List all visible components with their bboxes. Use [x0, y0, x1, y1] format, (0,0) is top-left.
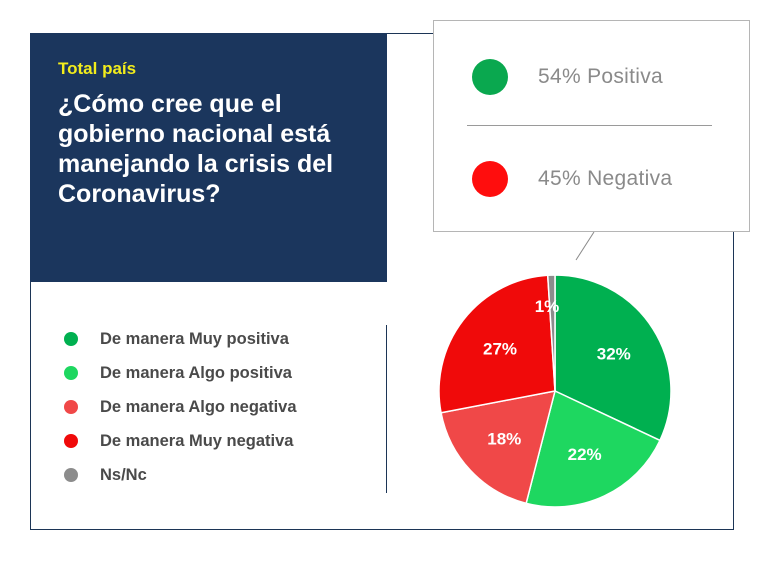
legend-label: De manera Muy positiva [100, 329, 289, 348]
pie-slice [525, 389, 661, 508]
legend-item: De manera Muy negativa [64, 424, 297, 458]
legend-item: De manera Algo negativa [64, 390, 297, 424]
legend-divider [386, 325, 387, 493]
pie-slice [440, 390, 557, 505]
legend-swatch-icon [64, 434, 78, 448]
legend: De manera Muy positiva De manera Algo po… [64, 322, 297, 492]
positive-swatch-icon [472, 59, 508, 95]
legend-swatch-icon [64, 468, 78, 482]
pie-data-label: 27% [483, 339, 517, 358]
summary-negative: 45% Negativa [472, 161, 672, 197]
title-box: Total país ¿Cómo cree que el gobierno na… [30, 33, 387, 282]
legend-label: De manera Muy negativa [100, 431, 294, 450]
pie-slice [546, 274, 556, 392]
legend-label: De manera Algo negativa [100, 397, 297, 416]
summary-callout: 54% Positiva 45% Negativa [433, 20, 750, 232]
chart-question: ¿Cómo cree que el gobierno nacional está… [58, 90, 334, 208]
pie-slice [438, 274, 556, 414]
pie-data-label: 22% [568, 445, 602, 464]
pie-slice [554, 274, 672, 442]
pie-data-label: 1% [535, 297, 560, 316]
pie-data-label: 18% [487, 430, 521, 449]
legend-item: Ns/Nc [64, 458, 297, 492]
kicker-label: Total país [58, 59, 137, 78]
pie-data-label: 32% [597, 345, 631, 364]
legend-label: De manera Algo positiva [100, 363, 292, 382]
legend-swatch-icon [64, 332, 78, 346]
legend-swatch-icon [64, 400, 78, 414]
legend-item: De manera Algo positiva [64, 356, 297, 390]
summary-positive: 54% Positiva [472, 59, 663, 95]
legend-item: De manera Muy positiva [64, 322, 297, 356]
pie-chart: 32% 22% 18% 27% 1% [438, 274, 672, 508]
summary-negative-label: 45% Negativa [538, 167, 673, 190]
legend-label: Ns/Nc [100, 465, 147, 484]
negative-swatch-icon [472, 161, 508, 197]
callout-pointer [575, 232, 595, 261]
summary-positive-label: 54% Positiva [538, 65, 663, 88]
legend-swatch-icon [64, 366, 78, 380]
summary-separator [467, 125, 712, 126]
